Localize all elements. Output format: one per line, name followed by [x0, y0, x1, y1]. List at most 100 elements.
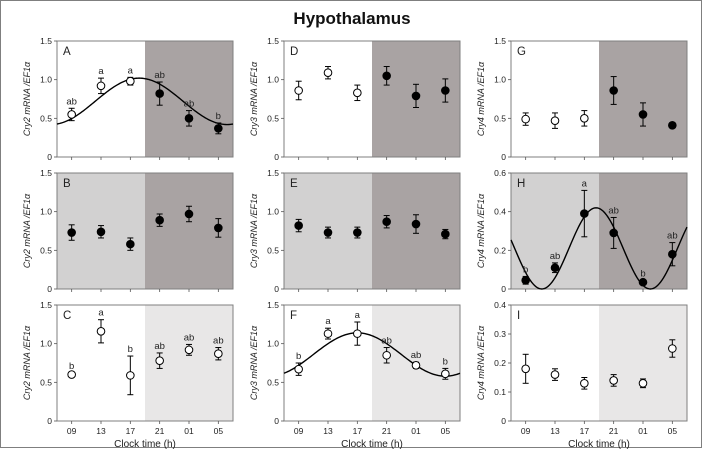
- plot-frame: [283, 172, 461, 290]
- fit-curve: [510, 207, 688, 290]
- y-tick-label: 0.5: [40, 113, 52, 123]
- y-tick-label: 0.4: [494, 300, 506, 310]
- x-tick-label: 13: [323, 426, 333, 436]
- y-tick-label: 1.0: [40, 75, 52, 85]
- panel-D: 0 0.5 1.0 1.5 Cry3 mRNA /EF1α D: [249, 36, 461, 162]
- y-tick-label: 0: [47, 152, 52, 162]
- y-tick-label: 0.3: [494, 329, 506, 339]
- panel-label: G: [517, 46, 526, 58]
- x-tick-label: 21: [609, 426, 619, 436]
- data-point: [521, 114, 530, 124]
- y-tick-label: 0.2: [494, 358, 506, 368]
- y-axis-label: Cry4 mRNA /EF1α: [476, 193, 486, 268]
- panel-I: 0 0.1 0.2 0.3 0.4 09 13 17 21 01 05 Cry4 mRNA /EF1α…: [476, 300, 688, 449]
- y-tick-label: 0.6: [494, 168, 506, 178]
- data-point: [609, 228, 618, 238]
- significance-label: a: [325, 316, 331, 327]
- significance-label: ab: [550, 251, 561, 262]
- y-tick-label: 0: [274, 284, 279, 294]
- data-point: [638, 277, 648, 287]
- y-tick-label: 1.0: [40, 207, 52, 217]
- panel-label: H: [517, 178, 525, 190]
- plot-frame: [510, 40, 688, 158]
- data-point: [521, 364, 530, 374]
- data-point: [184, 114, 194, 123]
- data-point: [126, 371, 135, 380]
- x-tick-label: 13: [550, 426, 560, 436]
- data-point: [67, 370, 76, 379]
- data-point: [580, 209, 589, 218]
- data-point: [441, 86, 450, 95]
- data-point: [323, 228, 333, 237]
- significance-label: ab: [411, 350, 422, 361]
- x-axis-label: Clock time (h): [568, 439, 630, 449]
- data-point: [96, 81, 106, 91]
- y-tick-label: 1.0: [267, 339, 279, 349]
- data-point: [184, 345, 194, 355]
- x-tick-label: 17: [580, 426, 590, 436]
- figure-title: Hypothalamus: [293, 9, 411, 28]
- data-point: [668, 120, 677, 130]
- panel-B: 0 0.5 1.0 1.5 Cry2 mRNA /EF1α B: [22, 168, 234, 294]
- significance-label: ab: [608, 205, 619, 216]
- y-tick-label: 0.4: [494, 207, 506, 217]
- plot-frame: [56, 304, 234, 422]
- y-tick-label: 0.5: [40, 245, 52, 255]
- panel-label: E: [290, 178, 298, 190]
- data-point: [550, 263, 560, 273]
- data-point: [638, 110, 648, 119]
- data-point: [294, 364, 303, 374]
- data-point: [323, 68, 333, 78]
- panel-label: D: [290, 46, 298, 58]
- y-axis-label: Cry3 mRNA /EF1α: [249, 193, 259, 268]
- x-tick-label: 01: [638, 426, 648, 436]
- data-point: [96, 326, 106, 336]
- data-point: [214, 124, 223, 133]
- data-point: [411, 91, 421, 101]
- x-tick-label: 17: [126, 426, 136, 436]
- y-tick-label: 1.5: [267, 36, 279, 46]
- significance-label: ab: [154, 70, 165, 81]
- x-tick-label: 01: [184, 426, 194, 436]
- data-point: [441, 229, 450, 239]
- y-tick-label: 0: [274, 416, 279, 426]
- data-point: [155, 89, 164, 98]
- plot-frame: [56, 172, 234, 290]
- data-point: [668, 344, 677, 353]
- y-axis-label: Cry2 mRNA /EF1α: [22, 61, 32, 136]
- significance-label: a: [355, 310, 361, 321]
- y-tick-label: 1.5: [494, 36, 506, 46]
- x-tick-label: 09: [67, 426, 77, 436]
- panel-A: 0 0.5 1.0 1.5 Cry2 mRNA /EF1α Aab a a ab ab b: [22, 36, 234, 162]
- y-axis-label: Cry4 mRNA /EF1α: [476, 325, 486, 400]
- shading-lighter: [599, 305, 687, 421]
- y-tick-label: 0: [47, 284, 52, 294]
- plot-frame: [56, 40, 234, 158]
- panel-label: C: [63, 310, 71, 322]
- significance-label: ab: [66, 96, 77, 107]
- y-axis-label: Cry3 mRNA /EF1α: [249, 325, 259, 400]
- significance-label: ab: [184, 99, 195, 110]
- data-point: [609, 86, 618, 95]
- y-tick-label: 1.0: [40, 339, 52, 349]
- data-point: [382, 71, 391, 81]
- y-tick-label: 0: [501, 416, 506, 426]
- data-point: [67, 110, 76, 119]
- x-axis-label: Clock time (h): [341, 439, 403, 449]
- data-point: [382, 350, 391, 360]
- data-point: [323, 329, 333, 338]
- data-point: [521, 276, 530, 285]
- data-point: [411, 361, 421, 370]
- plot-frame: [283, 304, 461, 422]
- y-tick-label: 0.5: [494, 113, 506, 123]
- data-point: [550, 116, 560, 125]
- significance-label: a: [98, 308, 104, 319]
- data-point: [441, 369, 450, 379]
- data-point: [126, 76, 135, 86]
- data-point: [580, 114, 589, 123]
- panel-label: A: [63, 46, 71, 58]
- data-point: [609, 376, 618, 385]
- plot-frame: [510, 172, 688, 290]
- data-point: [214, 349, 223, 359]
